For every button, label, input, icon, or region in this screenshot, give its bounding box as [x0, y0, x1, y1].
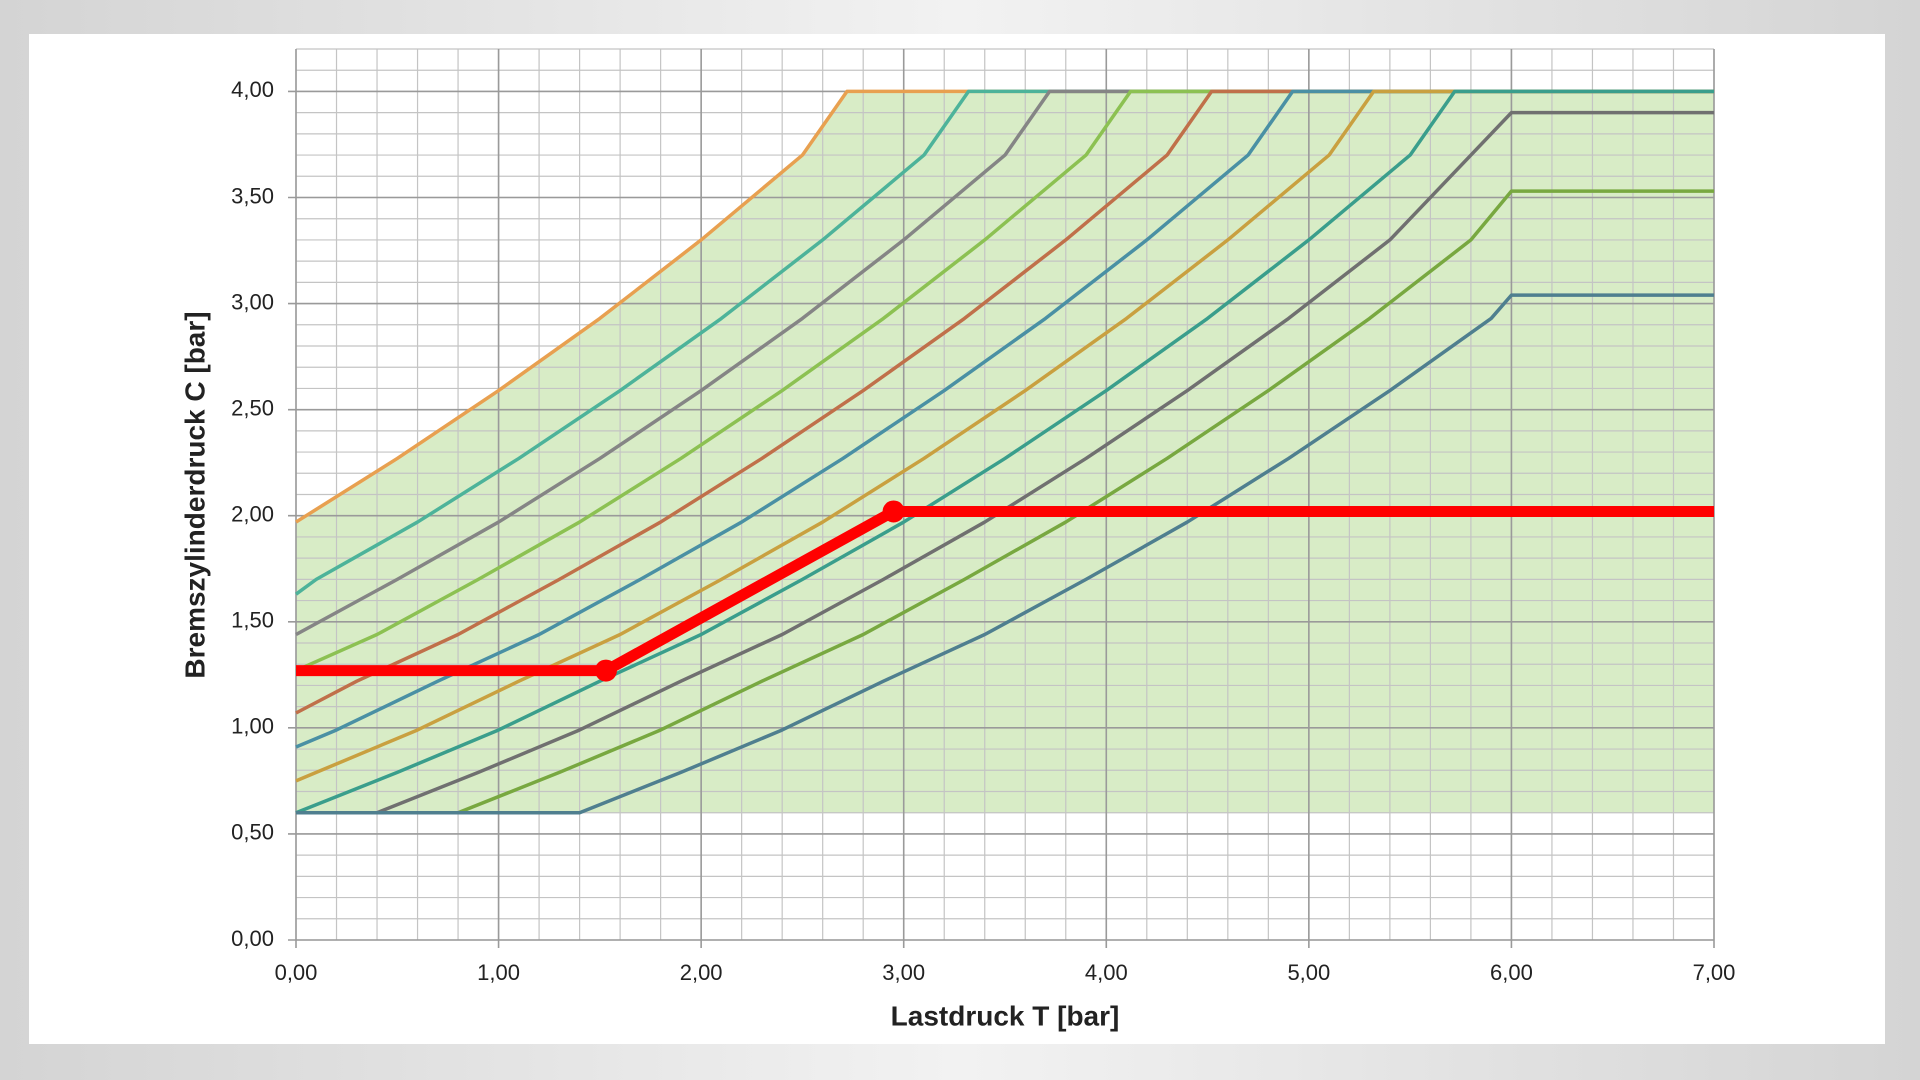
- series-line: [295, 89, 1714, 673]
- point-marker: [882, 500, 905, 523]
- series-line: [294, 89, 1714, 596]
- series-line: [295, 89, 1714, 783]
- y-tick-label: 0,00: [231, 926, 274, 951]
- x-axis-title: Lastdruck T [bar]: [891, 1000, 1120, 1031]
- series-line: [295, 89, 1714, 749]
- x-tick-label: 0,00: [275, 960, 318, 985]
- y-tick-label: 2,50: [231, 395, 274, 420]
- series-line: [295, 89, 1714, 524]
- x-tick-label: 7,00: [1693, 960, 1736, 985]
- series-line: [296, 189, 1714, 815]
- x-tick-label: 6,00: [1490, 960, 1533, 985]
- point-marker: [594, 659, 617, 682]
- series-line: [295, 89, 1714, 637]
- x-tick-label: 2,00: [680, 960, 723, 985]
- series-line: [295, 89, 1714, 815]
- y-tick-label: 1,00: [231, 714, 274, 739]
- x-tick-label: 1,00: [477, 960, 520, 985]
- series-line: [296, 505, 1714, 677]
- series-line: [296, 110, 1714, 815]
- series-line: [295, 89, 1714, 715]
- y-tick-label: 1,50: [231, 608, 274, 633]
- y-tick-label: 4,00: [231, 77, 274, 102]
- x-tick-label: 4,00: [1085, 960, 1128, 985]
- x-tick-label: 5,00: [1287, 960, 1330, 985]
- y-tick-label: 3,50: [231, 183, 274, 208]
- y-tick-label: 3,00: [231, 289, 274, 314]
- x-tick-label: 3,00: [882, 960, 925, 985]
- y-tick-label: 2,00: [231, 502, 274, 527]
- series-line: [296, 293, 1714, 815]
- y-axis-title: Bremszylinderdruck C [bar]: [179, 311, 210, 678]
- y-tick-label: 0,50: [231, 820, 274, 845]
